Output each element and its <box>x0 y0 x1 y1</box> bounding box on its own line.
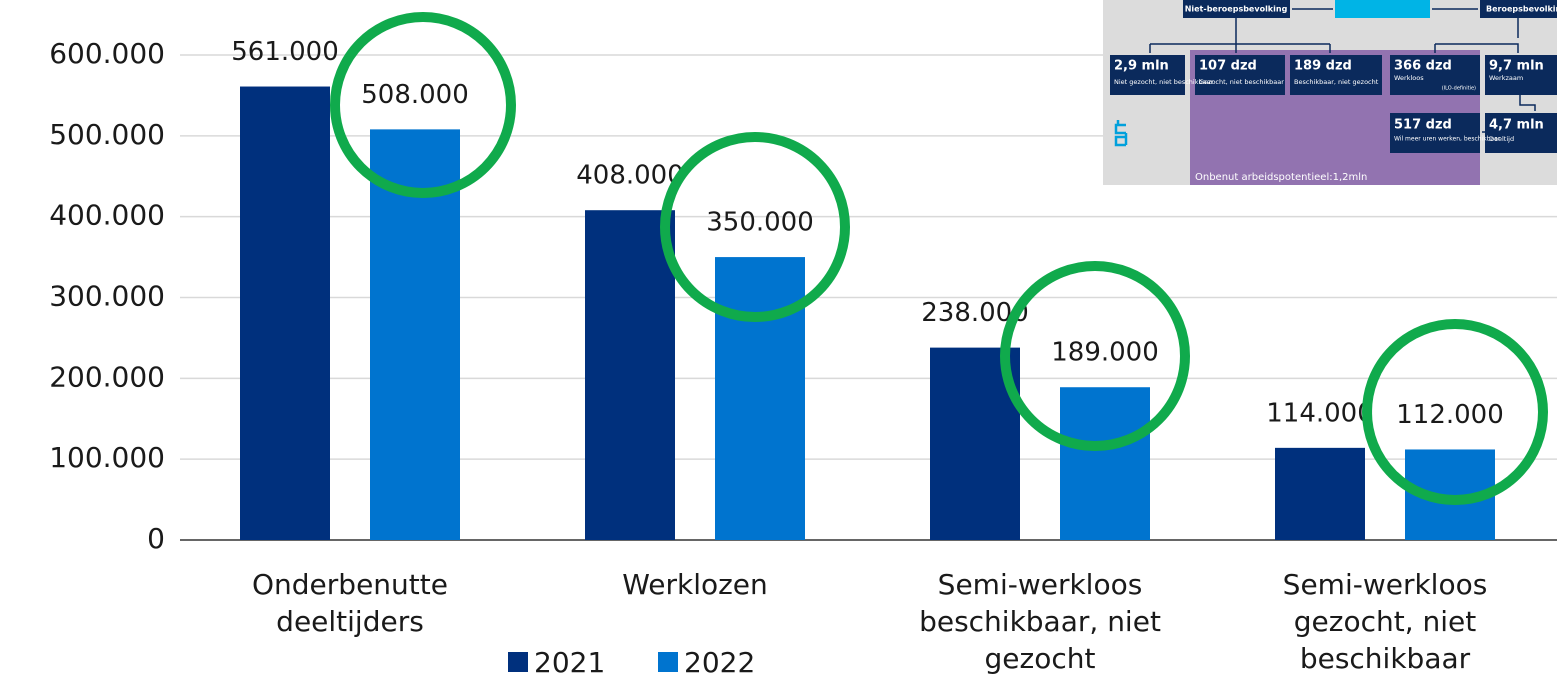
y-tick-label: 100.000 <box>49 441 165 474</box>
bar <box>1405 449 1495 540</box>
bar <box>370 129 460 540</box>
x-tick-label: Onderbenutte deeltijders <box>252 568 448 638</box>
bar <box>240 86 330 541</box>
y-tick-label: 600.000 <box>49 37 165 70</box>
legend-swatch <box>658 652 678 672</box>
data-label: 508.000 <box>361 80 469 110</box>
y-tick-label: 300.000 <box>49 280 165 313</box>
data-label: 189.000 <box>1051 338 1159 368</box>
bar <box>1060 387 1150 540</box>
data-label: 350.000 <box>706 208 814 238</box>
bar <box>585 210 675 540</box>
data-label: 112.000 <box>1396 400 1504 430</box>
data-label: 238.000 <box>921 298 1029 328</box>
data-label: 408.000 <box>576 161 684 191</box>
legend-label: 2021 <box>534 646 605 678</box>
bar <box>715 257 805 540</box>
data-label: 114.000 <box>1266 398 1374 428</box>
y-tick-label: 500.000 <box>49 118 165 151</box>
x-tick-label: Werklozen <box>622 568 768 601</box>
y-tick-label: 200.000 <box>49 360 165 393</box>
legend-swatch <box>508 652 528 672</box>
legend-label: 2022 <box>684 646 755 678</box>
data-label: 561.000 <box>231 37 339 67</box>
y-tick-label: 400.000 <box>49 199 165 232</box>
x-tick-label: Semi-werkloos beschikbaar, niet gezocht <box>919 568 1161 675</box>
bar <box>930 347 1020 540</box>
bar <box>1275 447 1365 540</box>
y-tick-label: 0 <box>147 522 165 555</box>
x-tick-label: Semi-werkloos gezocht, niet beschikbaar <box>1282 568 1488 675</box>
